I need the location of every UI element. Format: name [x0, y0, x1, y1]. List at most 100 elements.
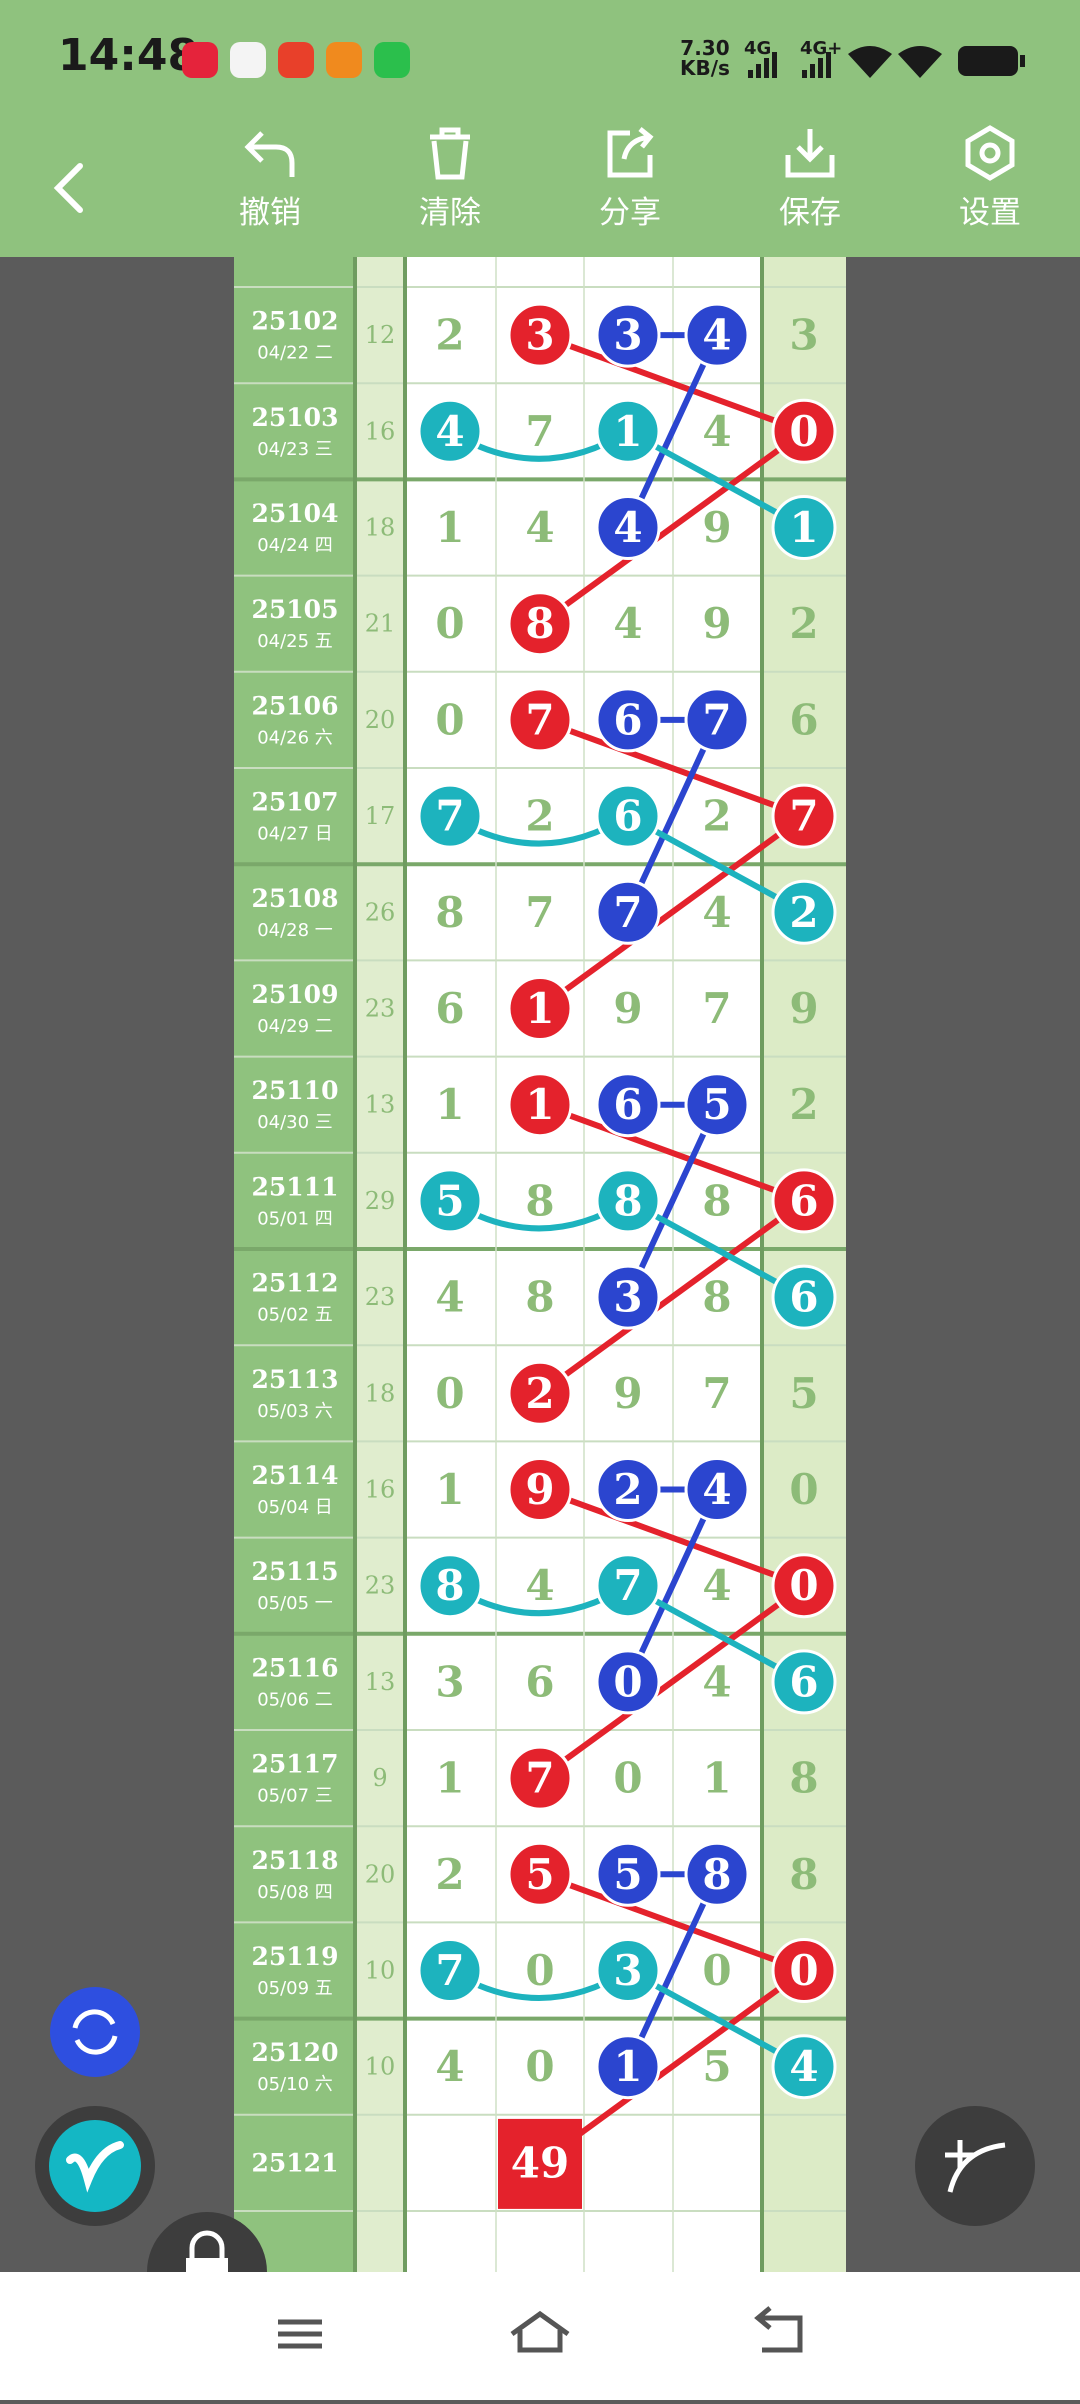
date: 05/04 日: [257, 1497, 333, 1518]
lock-button[interactable]: [147, 2212, 267, 2272]
floating-buttons: [35, 1987, 1035, 2272]
digit-ball: [771, 783, 837, 849]
digit: 7: [789, 792, 818, 841]
brush-button[interactable]: [35, 2106, 155, 2226]
digit: 7: [702, 984, 731, 1033]
menu-button[interactable]: [278, 2319, 322, 2349]
issue: 25108: [252, 884, 339, 913]
digit-ball: [595, 302, 661, 368]
digit: 2: [613, 1465, 642, 1514]
nav-icons: [278, 2306, 803, 2353]
digit: 5: [702, 1080, 731, 1129]
digit: 4: [525, 503, 554, 552]
digit-ball: [595, 1649, 661, 1715]
digit-ball: [507, 687, 573, 753]
prediction: 49: [511, 2138, 569, 2187]
label: 分享: [599, 195, 661, 231]
share-button[interactable]: 分享: [570, 125, 690, 232]
label: 保存: [779, 195, 841, 231]
digit: 3: [613, 1273, 642, 1322]
undo-button[interactable]: 撤销: [210, 125, 330, 232]
connector: [625, 1488, 720, 1684]
digit-ball: [595, 1457, 661, 1522]
date: 05/10 六: [257, 2074, 333, 2095]
settings-button[interactable]: 设置: [930, 125, 1050, 232]
digit: 4: [613, 599, 642, 648]
undo-icon: [244, 131, 295, 177]
date: 04/29 二: [257, 1016, 333, 1037]
digit: 8: [702, 1176, 731, 1225]
connector: [626, 813, 806, 915]
connector: [538, 1583, 806, 1781]
digit: 7: [525, 695, 554, 744]
last-column: [762, 257, 846, 2272]
label: 清除: [419, 195, 481, 231]
digit: 1: [525, 984, 554, 1033]
header: 14:48 7.30 KB/s 4G 4G+ 撤销 清除 分享 保存 设置: [0, 0, 1080, 257]
sum: 29: [365, 1187, 396, 1215]
digit: 5: [613, 1850, 642, 1899]
digit: 7: [702, 1369, 731, 1418]
connector: [538, 428, 806, 627]
issue: 25110: [252, 1076, 339, 1105]
issue: 25117: [252, 1750, 339, 1779]
issue: 25111: [252, 1172, 339, 1201]
digit: 4: [702, 1465, 731, 1514]
digit: 1: [702, 1754, 731, 1803]
date: 05/01 四: [257, 1208, 333, 1229]
sum: 23: [365, 1572, 396, 1600]
back-nav-button[interactable]: [754, 2306, 803, 2353]
refresh-button[interactable]: [50, 1987, 140, 2077]
connector: [538, 1871, 806, 1974]
clear-button[interactable]: 清除: [390, 125, 510, 232]
digit-ball: [417, 1553, 483, 1619]
digit-ball: [417, 1168, 483, 1234]
save-button[interactable]: 保存: [750, 125, 870, 232]
digit: 2: [789, 1080, 818, 1129]
digit: 2: [789, 599, 818, 648]
sum: 26: [365, 898, 396, 926]
speed: 7.30: [680, 36, 730, 60]
digit-ball: [595, 1938, 661, 2003]
digit: 6: [613, 1080, 642, 1129]
digit-ball: [684, 687, 750, 753]
digit-ball: [771, 1264, 837, 1330]
line-tool-button[interactable]: [915, 2106, 1035, 2226]
date: 05/06 二: [257, 1689, 333, 1710]
connector: [538, 813, 806, 1011]
network: 4G: [744, 38, 772, 59]
sum: 12: [365, 321, 396, 349]
date: 05/09 五: [257, 1978, 333, 1999]
issue: 25105: [252, 595, 339, 624]
digit: 0: [789, 1465, 818, 1514]
issue: 25112: [252, 1269, 339, 1298]
digit: 2: [435, 1850, 464, 1899]
digit-ball: [771, 495, 837, 560]
digit-ball: [417, 1938, 483, 2003]
prediction-box: [498, 2118, 582, 2209]
digit: 7: [702, 695, 731, 744]
digit: 8: [702, 1850, 731, 1899]
home-button[interactable]: [510, 2310, 570, 2353]
connector: [538, 1486, 806, 1589]
digit: 5: [789, 1369, 818, 1418]
back-button[interactable]: [50, 160, 90, 220]
digit-ball: [595, 783, 661, 849]
digit: 4: [702, 311, 731, 360]
issue: 25116: [252, 1653, 339, 1682]
digit: 5: [702, 2042, 731, 2091]
digit: 4: [435, 2042, 464, 2091]
issue: 25121: [252, 2148, 339, 2177]
label: 设置: [959, 195, 1021, 231]
digit-ball: [771, 879, 837, 945]
digit: 4: [613, 503, 642, 552]
digit: 0: [613, 1754, 642, 1803]
date: 04/26 六: [257, 727, 333, 748]
issue: 25120: [252, 2038, 339, 2067]
digit: 1: [435, 503, 464, 552]
issue-column: [234, 257, 355, 2272]
sum: 13: [365, 1668, 396, 1696]
digit: 8: [435, 1561, 464, 1610]
